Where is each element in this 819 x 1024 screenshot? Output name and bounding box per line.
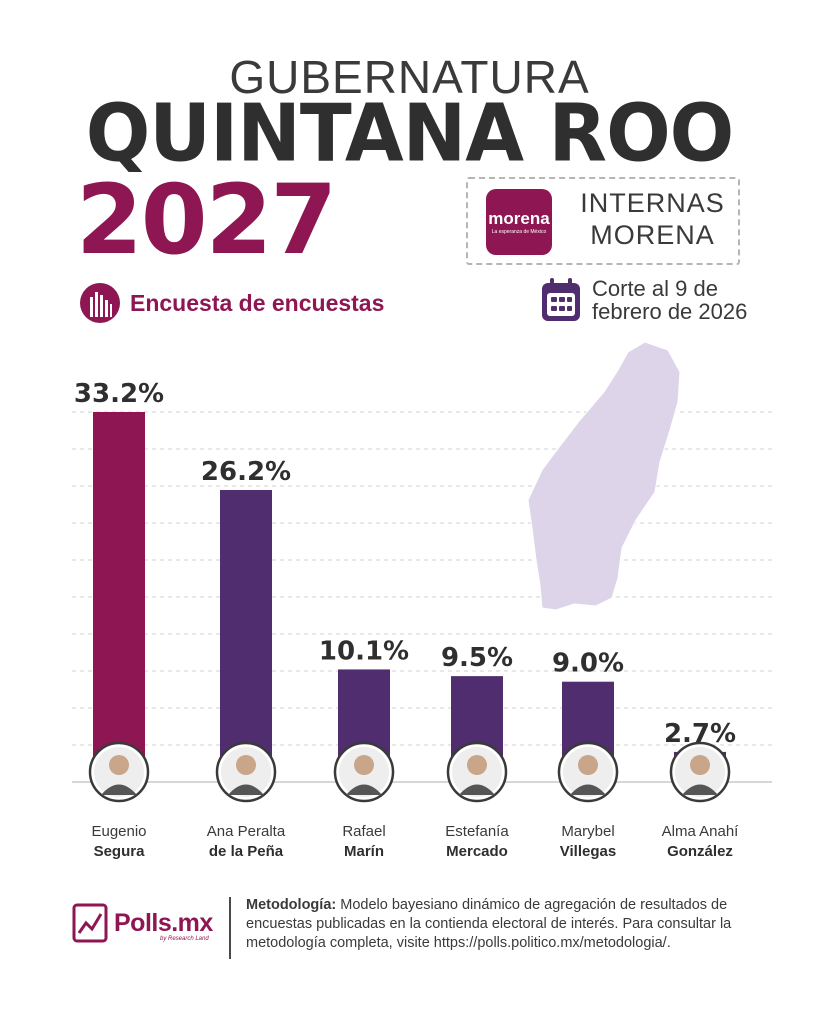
data-label: 33.2%: [74, 379, 164, 409]
avatar: [333, 741, 395, 803]
title-top: GUBERNATURA: [229, 51, 590, 103]
cutoff: Corte al 9 de febrero de 2026: [540, 277, 747, 323]
candidate-last-name: Marín: [344, 843, 384, 860]
candidate-first-name: Eugenio: [91, 823, 146, 840]
party-logo: morena La esperanza de México: [486, 189, 552, 255]
bar: [93, 412, 145, 782]
avatar: [446, 741, 508, 803]
party-box: morena La esperanza de México INTERNAS M…: [466, 177, 740, 265]
candidate-last-name: de la Peña: [209, 843, 284, 860]
avatar: [88, 741, 150, 803]
survey-tag: Encuesta de encuestas: [80, 283, 384, 323]
polls-logo: Polls.mx by Research Land: [72, 903, 213, 943]
bar: [220, 490, 272, 782]
polls-brand: Polls.mx: [114, 908, 213, 937]
quintana-roo-map: [527, 341, 681, 611]
party-label: INTERNAS MORENA: [580, 188, 725, 250]
polls-brand-sub: by Research Land: [160, 936, 209, 942]
grid-lines: [72, 411, 772, 746]
methodology-label: Metodología:: [246, 897, 337, 913]
title-main: QUINTANA ROO: [85, 85, 735, 180]
polls-logo-icon: [72, 903, 108, 943]
avatar: [557, 741, 619, 803]
candidate-last-name: Villegas: [560, 843, 616, 860]
avatar: [215, 741, 277, 803]
avatar: [669, 741, 731, 803]
bars-icon: [80, 283, 120, 323]
bar-chart: 33.2% Eugenio Segura 26.2% Ana Peralta de la …: [72, 341, 772, 860]
data-label: 9.0%: [552, 649, 624, 679]
party-logo-text: morena: [488, 208, 550, 228]
candidate-last-name: González: [667, 843, 733, 860]
candidate-first-name: Marybel: [561, 823, 614, 840]
calendar-icon: [542, 278, 580, 321]
footer-divider: [229, 897, 231, 959]
party-logo-tagline: La esperanza de México: [491, 228, 547, 235]
candidate-first-name: Alma Anahí: [662, 823, 740, 840]
candidate-last-name: Segura: [94, 843, 146, 860]
cutoff-line1: Corte al 9 de: [592, 276, 718, 301]
data-label: 9.5%: [441, 643, 513, 673]
candidate-first-name: Rafael: [342, 823, 385, 840]
cutoff-line2: febrero de 2026: [592, 299, 748, 324]
methodology-body: Modelo bayesiano dinámico de agregación …: [246, 897, 732, 951]
data-label: 26.2%: [201, 457, 291, 487]
candidate-first-name: Estefanía: [445, 823, 509, 840]
data-label: 10.1%: [319, 636, 409, 666]
candidate-first-name: Ana Peralta: [207, 823, 286, 840]
methodology-text: Metodología: Modelo bayesiano dinámico d…: [246, 896, 746, 953]
title-year: 2027: [76, 164, 337, 276]
labels: 33.2% Eugenio Segura 26.2% Ana Peralta de la …: [74, 379, 739, 860]
survey-label: Encuesta de encuestas: [130, 289, 385, 316]
candidate-last-name: Mercado: [446, 843, 508, 860]
